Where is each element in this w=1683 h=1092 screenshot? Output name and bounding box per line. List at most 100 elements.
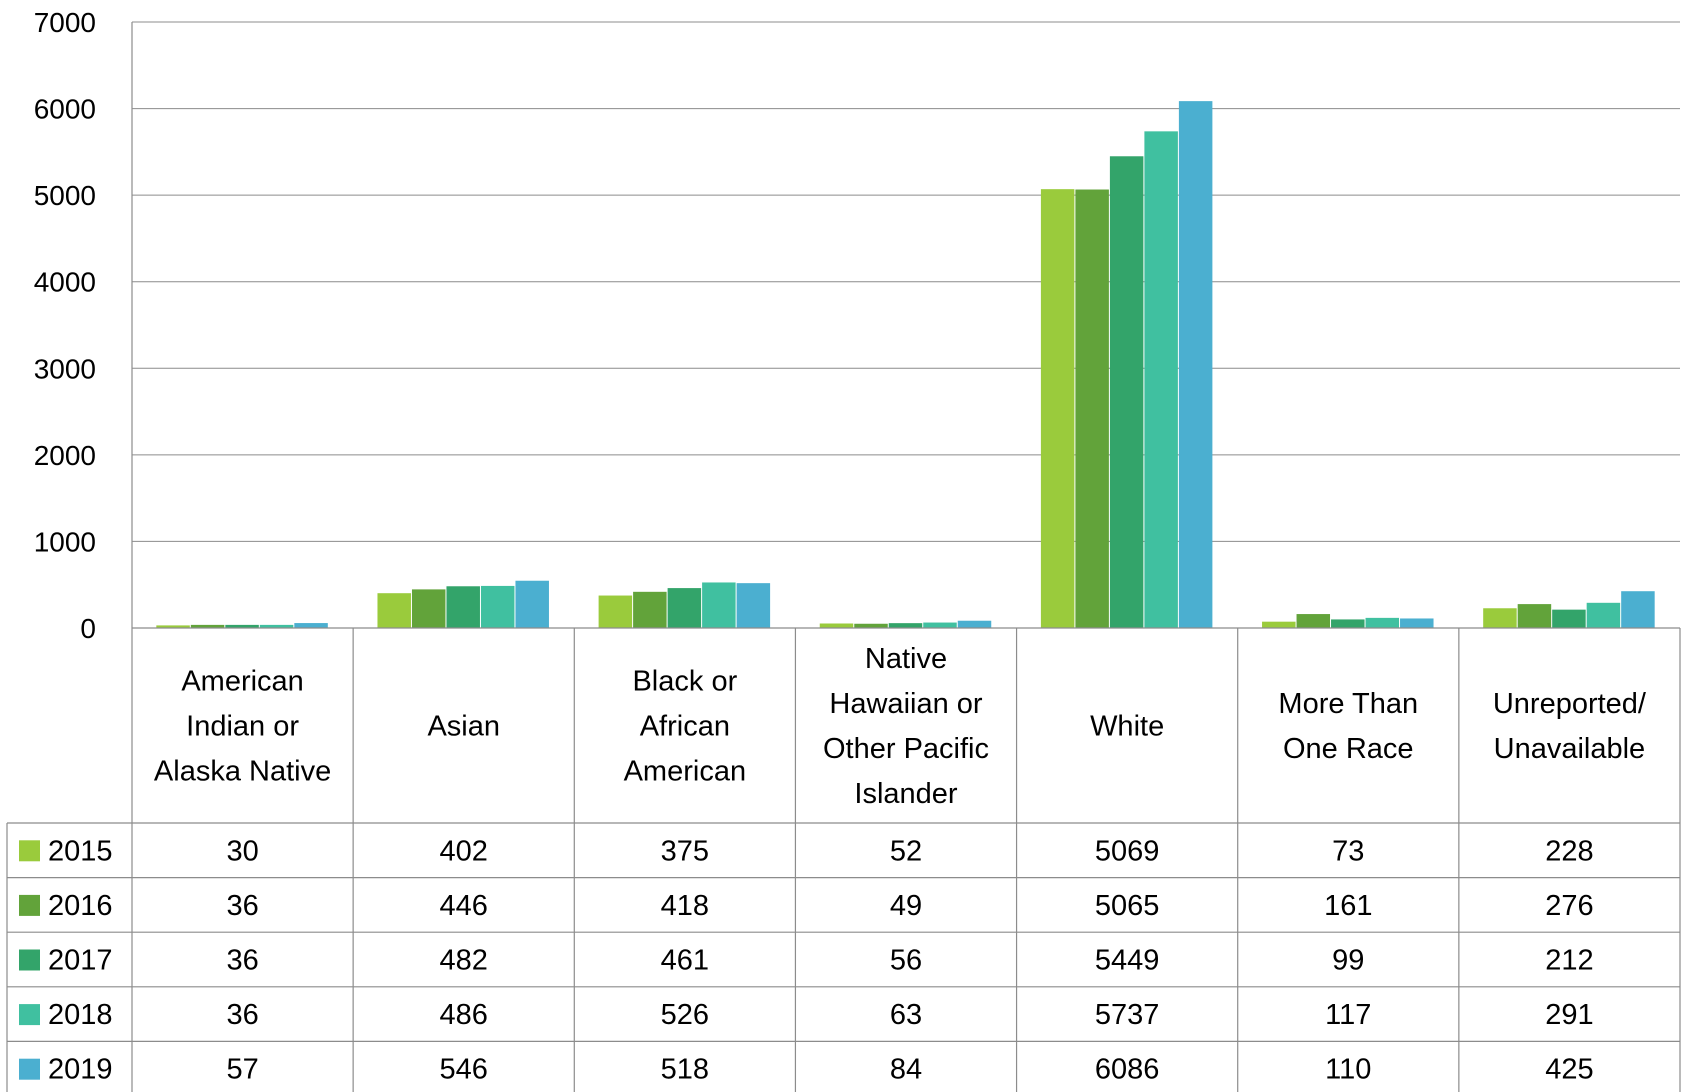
series-label: 2018 (48, 999, 113, 1031)
bar-2016 (1517, 604, 1552, 628)
y-tick-label: 1000 (34, 526, 96, 557)
y-tick-label: 0 (80, 613, 96, 644)
data-table-cell: 291 (1545, 999, 1593, 1031)
bar-2015 (377, 593, 411, 628)
bar-2019 (1621, 591, 1655, 628)
category-label: One Race (1283, 733, 1414, 765)
bar-2019 (294, 623, 328, 628)
bar-2015 (598, 595, 633, 628)
category-label: Other Pacific (823, 733, 989, 765)
bar-2016 (1075, 189, 1109, 628)
y-tick-label: 4000 (34, 267, 96, 298)
y-tick-label: 6000 (34, 94, 96, 125)
category-label: Indian or (186, 711, 299, 743)
category-label: Unreported/ (1493, 688, 1647, 720)
bar-2016 (190, 624, 225, 628)
category-label: Asian (427, 711, 500, 743)
data-table-cell: 63 (890, 999, 922, 1031)
data-table-cell: 228 (1545, 835, 1593, 867)
legend-key-2015 (19, 840, 40, 862)
legend-key-2019 (19, 1058, 40, 1080)
series-label: 2016 (48, 890, 113, 922)
data-table-cell: 276 (1545, 890, 1593, 922)
data-table-cell: 518 (661, 1054, 709, 1086)
bar-2015 (1262, 621, 1296, 628)
legend-key-2017 (19, 949, 40, 971)
bar-2016 (633, 591, 667, 628)
data-table-cell: 425 (1545, 1054, 1593, 1086)
bar-2015 (1040, 189, 1075, 628)
data-table-cell: 446 (440, 890, 488, 922)
category-label: African (640, 711, 730, 743)
data-table-cell: 482 (440, 945, 488, 977)
bar-2015 (156, 625, 190, 628)
bar-2017 (667, 588, 702, 628)
series-label: 2017 (48, 945, 113, 977)
data-table-cell: 546 (440, 1054, 488, 1086)
series-label: 2019 (48, 1054, 113, 1086)
category-label: White (1090, 711, 1164, 743)
bar-2017 (225, 624, 259, 628)
bar-2018 (1365, 617, 1400, 628)
bar-2019 (1400, 618, 1434, 628)
series-label: 2015 (48, 835, 113, 867)
data-table-cell: 486 (440, 999, 488, 1031)
data-table-cell: 212 (1545, 945, 1593, 977)
category-label: Unavailable (1494, 733, 1646, 765)
category-label: Black or (632, 666, 737, 698)
data-table-cell: 84 (890, 1054, 922, 1086)
data-table-cell: 402 (440, 835, 488, 867)
bar-2017 (1552, 609, 1586, 628)
y-tick-label: 5000 (34, 180, 96, 211)
data-table-cell: 52 (890, 835, 922, 867)
data-table-cell: 418 (661, 890, 709, 922)
y-tick-label: 2000 (34, 440, 96, 471)
bar-2019 (736, 583, 771, 628)
category-label: Hawaiian or (829, 688, 982, 720)
bar-2018 (702, 582, 736, 628)
bar-2019 (515, 580, 549, 628)
category-label: Alaska Native (154, 756, 331, 788)
bar-2016 (854, 623, 888, 628)
bar-2016 (411, 589, 446, 628)
data-table-cell: 110 (1325, 1054, 1371, 1086)
bar-2018 (1586, 602, 1621, 628)
data-table-cell: 57 (226, 1054, 258, 1086)
bar-2018 (480, 585, 515, 628)
category-label: American (624, 756, 747, 788)
data-table-cell: 36 (226, 999, 258, 1031)
category-label: Islander (854, 778, 958, 810)
data-table-cell: 73 (1332, 835, 1364, 867)
bar-2017 (1331, 619, 1365, 628)
data-table-cell: 117 (1325, 999, 1371, 1031)
bar-2018 (923, 622, 957, 628)
data-table-cell: 5449 (1095, 945, 1160, 977)
data-table-cell: 526 (661, 999, 709, 1031)
data-table-cell: 461 (661, 945, 709, 977)
data-table-cell: 56 (890, 945, 922, 977)
data-table-cell: 5065 (1095, 890, 1160, 922)
data-table-cell: 5069 (1095, 835, 1160, 867)
bar-2017 (446, 586, 480, 628)
category-label: More Than (1278, 688, 1418, 720)
data-table-cell: 5737 (1095, 999, 1160, 1031)
bar-2019 (1178, 101, 1213, 629)
data-table-cell: 375 (661, 835, 709, 867)
bar-2019 (957, 620, 992, 628)
data-table-cell: 36 (226, 890, 258, 922)
data-table-cell: 99 (1332, 945, 1364, 977)
data-table-cell: 49 (890, 890, 922, 922)
bar-2015 (1483, 608, 1517, 628)
bar-2015 (819, 623, 854, 628)
bar-2018 (259, 624, 294, 628)
data-table-cell: 36 (226, 945, 258, 977)
bar-2017 (1109, 156, 1144, 629)
category-label: American (181, 666, 304, 698)
y-tick-label: 3000 (34, 353, 96, 384)
data-table-cell: 30 (226, 835, 258, 867)
legend-key-2018 (19, 1004, 40, 1026)
data-table-cell: 161 (1324, 890, 1372, 922)
bar-2017 (888, 623, 923, 628)
bar-2018 (1144, 131, 1178, 628)
